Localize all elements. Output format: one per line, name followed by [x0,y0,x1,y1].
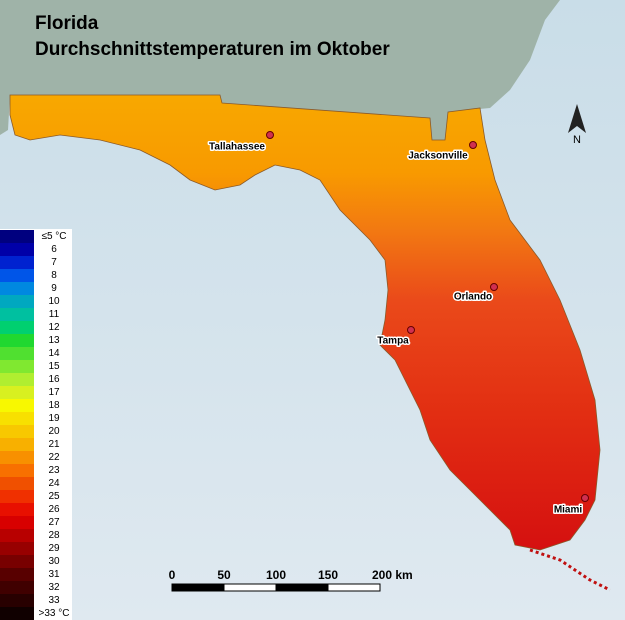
legend-swatch [0,321,34,335]
florida [9,94,601,551]
legend-swatch [0,503,34,517]
keys [529,548,611,592]
city-dot [407,326,415,334]
legend-label: 28 [48,530,60,541]
legend-label: 25 [48,491,60,502]
legend-label: >33 °C [39,608,70,619]
legend-swatch [0,438,34,452]
legend-swatch [0,282,34,296]
legend-swatch [0,373,34,387]
city-label: Tallahassee [209,142,265,153]
legend-swatch [0,464,34,478]
legend-label: 18 [48,400,60,411]
legend-swatch [0,555,34,569]
legend-swatch [0,347,34,361]
city-dot [581,494,589,502]
legend-label: 24 [48,478,60,489]
legend-label: 6 [51,244,57,255]
legend-swatch [0,516,34,530]
city-label: Miami [554,505,583,516]
legend-label: 31 [48,569,60,580]
legend-label: ≤5 °C [41,231,66,242]
legend-swatch [0,607,34,620]
north-label: N [573,134,581,146]
legend-label: 12 [48,322,60,333]
legend-label: 11 [49,309,60,320]
city-label: Orlando [454,292,492,303]
legend-swatch [0,581,34,595]
legend-label: 17 [48,387,60,398]
legend-swatch [0,256,34,270]
city-label: Tampa [377,336,409,347]
city-label: Jacksonville [408,151,468,162]
legend-label: 13 [48,335,60,346]
scale-segment [223,583,277,592]
legend-label: 26 [48,504,60,515]
legend-swatch [0,230,34,244]
legend-swatch [0,295,34,309]
legend-swatch [0,308,34,322]
scale-label: 150 [318,568,338,582]
scale-label: 0 [169,568,176,582]
north-arrow [568,104,586,133]
legend-swatch [0,360,34,374]
scale-segment [171,583,225,592]
legend-label: 30 [48,556,60,567]
scale-label: 50 [217,568,231,582]
legend-swatch [0,269,34,283]
legend-swatch [0,542,34,556]
legend-swatch [0,412,34,426]
legend-label: 14 [48,348,60,359]
legend-label: 29 [48,543,60,554]
legend-swatch [0,399,34,413]
legend-label: 21 [48,439,60,450]
city-dot [266,131,274,139]
neighbor-land [0,0,560,140]
city-dot [490,283,498,291]
legend-label: 33 [48,595,60,606]
legend-label: 19 [48,413,60,424]
legend-label: 9 [51,283,57,294]
legend-swatch [0,386,34,400]
legend-label: 10 [48,296,60,307]
legend-label: 7 [51,257,57,268]
map-subtitle: Durchschnittstemperaturen im Oktober [35,39,390,60]
legend-label: 20 [48,426,60,437]
legend-swatch [0,568,34,582]
legend-swatch [0,594,34,608]
scale-segment [275,583,329,592]
legend-swatch [0,243,34,257]
legend-swatch [0,425,34,439]
scale-label: 200 km [372,568,413,582]
scale-label: 100 [266,568,286,582]
legend-swatch [0,477,34,491]
map-title: Florida [35,13,99,34]
city-dot [469,141,477,149]
legend-label: 23 [48,465,60,476]
legend-swatch [0,490,34,504]
legend-label: 22 [48,452,60,463]
legend-label: 27 [48,517,60,528]
legend-swatch [0,529,34,543]
legend-swatch [0,451,34,465]
legend-label: 16 [48,374,60,385]
legend-label: 8 [51,270,57,281]
legend-label: 15 [48,361,60,372]
legend-swatch [0,334,34,348]
scale-segment [327,583,381,592]
legend-label: 32 [48,582,60,593]
